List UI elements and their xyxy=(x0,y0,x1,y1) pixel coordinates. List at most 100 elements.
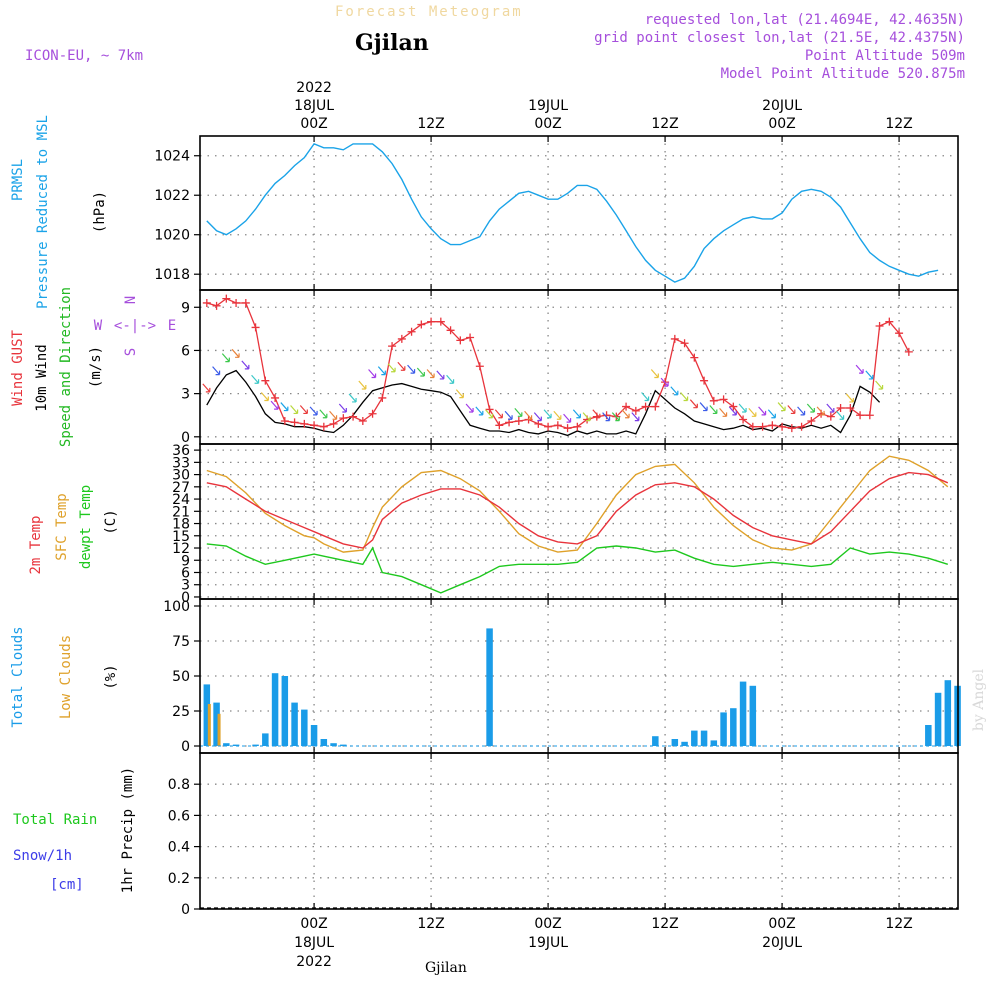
time-label-top: 00Z xyxy=(534,116,561,132)
date-label-top: 18JUL xyxy=(294,98,334,114)
total-cloud-bar xyxy=(252,744,259,746)
y-tick-label: 18 xyxy=(172,517,190,533)
gust-point xyxy=(739,415,748,424)
wind-arrow xyxy=(348,393,357,403)
gust-point xyxy=(778,422,787,431)
wind-arrow xyxy=(875,380,884,390)
year-label-top: 2022 xyxy=(296,80,332,96)
gust-point xyxy=(212,301,221,310)
wind-arrow xyxy=(309,406,318,416)
wind-arrow xyxy=(563,413,572,423)
wind-arrow xyxy=(836,410,845,420)
y-tick-label: 0.2 xyxy=(168,871,190,887)
low-cloud-bar xyxy=(217,713,221,746)
wind-unit: (m/s) xyxy=(88,346,104,388)
gust-point xyxy=(768,421,777,430)
wind-arrow xyxy=(455,389,464,399)
wind-arrow xyxy=(494,409,503,419)
wind-arrow xyxy=(572,409,581,419)
gust-point xyxy=(271,393,280,402)
time-label-bottom: 00Z xyxy=(300,916,327,932)
total-cloud-bar xyxy=(944,680,952,746)
total-cloud-bar xyxy=(925,725,932,746)
gust-point xyxy=(436,317,445,326)
total-cloud-bar xyxy=(671,739,679,746)
total-cloud-bar xyxy=(223,743,230,746)
credit-watermark: by Angel xyxy=(971,668,987,731)
time-axis-top: 00Z 18JUL 2022 12Z 00Z 19JUL 12Z 00Z 20JUL 12Z xyxy=(294,80,913,132)
wind-dir-label: Speed and Direction xyxy=(58,287,74,447)
gust-point xyxy=(310,421,319,430)
time-label-top: 12Z xyxy=(885,116,912,132)
wind-arrow xyxy=(719,407,728,417)
y-tick-label: 1020 xyxy=(154,228,190,244)
gust-point xyxy=(651,402,660,411)
gust-point xyxy=(202,298,211,307)
time-label-bottom: 00Z xyxy=(768,916,795,932)
wind-arrow xyxy=(270,400,279,410)
time-label-top: 00Z xyxy=(768,116,795,132)
gust-point xyxy=(446,326,455,335)
compass-arrows: <-|-> xyxy=(114,318,156,334)
total-cloud-bar xyxy=(291,702,298,746)
y-tick-label: 12 xyxy=(172,541,190,557)
gust-point xyxy=(631,406,640,415)
gust-point xyxy=(709,396,718,405)
pressure-label-2: Pressure Reduced to MSL xyxy=(35,115,51,309)
gust-point xyxy=(895,329,904,338)
wind-10m-label: 10m Wind xyxy=(34,344,50,411)
y-tick-label: 1022 xyxy=(154,188,190,204)
y-tick-label: 9 xyxy=(181,553,190,569)
wind-arrow xyxy=(504,410,513,420)
y-tick-label: 3 xyxy=(181,578,190,594)
total-cloud-bar xyxy=(730,708,737,746)
panel-frame xyxy=(199,752,959,910)
wind-arrow xyxy=(602,412,611,422)
gust-point xyxy=(544,422,553,431)
total-cloud-bar xyxy=(700,730,708,746)
gust-point xyxy=(280,416,289,425)
total-cloud-bar xyxy=(340,744,347,746)
total-cloud-bar xyxy=(652,736,659,746)
compass-s: S xyxy=(123,348,139,356)
cloud-bars xyxy=(203,628,961,746)
wind-arrow xyxy=(436,370,445,380)
gust-point xyxy=(349,412,358,421)
y-tick-label: 0.4 xyxy=(168,840,190,856)
low-cloud-bar xyxy=(207,704,211,746)
total-cloud-bar xyxy=(486,628,493,746)
time-label-bottom: 12Z xyxy=(417,916,444,932)
wind-arrow xyxy=(631,412,640,422)
wind-arrow xyxy=(524,410,533,420)
gust-point xyxy=(729,402,738,411)
clouds-low-label: Low Clouds xyxy=(58,635,74,719)
gust-point xyxy=(700,376,709,385)
wind-arrow xyxy=(660,377,669,387)
pressure-line xyxy=(206,143,939,283)
total-cloud-bar xyxy=(281,676,289,746)
gust-point xyxy=(807,416,816,425)
total-cloud-bar xyxy=(681,741,688,746)
y-tick-label: 9 xyxy=(181,300,190,316)
y-tick-label: 15 xyxy=(172,529,190,545)
total-cloud-bar xyxy=(310,725,318,746)
wind-arrow xyxy=(826,403,835,413)
pressure-label: PRMSL xyxy=(10,159,26,201)
date-label-bottom: 18JUL xyxy=(294,935,334,951)
wind-arrow xyxy=(582,412,591,422)
clouds-unit: (%) xyxy=(103,664,119,689)
gust-point xyxy=(680,339,689,348)
gust-point xyxy=(232,298,241,307)
wind-arrow xyxy=(358,380,367,390)
total-cloud-bar xyxy=(739,681,747,746)
precip-snow-label: Snow/1h xyxy=(13,848,72,864)
wind-arrow xyxy=(845,393,854,403)
total-cloud-bar xyxy=(203,684,211,746)
wind-arrow xyxy=(777,402,786,412)
y-tick-label: 3 xyxy=(181,387,190,403)
time-label-bottom: 12Z xyxy=(651,916,678,932)
gust-point xyxy=(397,334,406,343)
wind-arrow xyxy=(290,405,299,415)
wind-arrow xyxy=(338,403,347,413)
